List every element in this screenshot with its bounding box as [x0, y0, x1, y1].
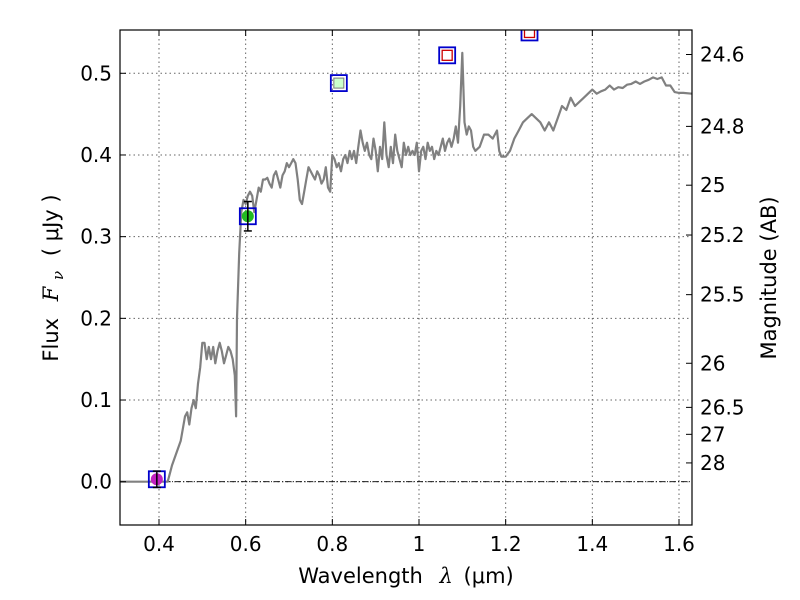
- magnitude-tick-label: 24.8: [700, 114, 745, 138]
- x-tick-label: 0.4: [143, 532, 175, 556]
- y-ticks: 0.0 0.1 0.2 0.3 0.4 0.5: [80, 61, 126, 494]
- magnitude-tick-label: 26.5: [700, 395, 745, 419]
- magnitude-tick-label: 25.5: [700, 283, 745, 307]
- magnitude-tick-label: 26: [700, 351, 725, 375]
- band-box: [520, 30, 539, 42]
- x-tick-label: 0.6: [230, 532, 262, 556]
- y-tick-label: 0.5: [80, 61, 112, 85]
- y-axis-label-subscript: ν: [49, 271, 67, 280]
- model-flux-square: [441, 49, 453, 61]
- x-tick-label: 1: [413, 532, 426, 556]
- spectrum-line: [120, 51, 692, 483]
- band-box: [438, 46, 457, 65]
- observed-point: [147, 470, 166, 489]
- magnitude-tick-label: 25: [700, 173, 725, 197]
- y-tick-label: 0.4: [80, 143, 112, 167]
- model-band-point: [520, 30, 539, 42]
- y-axis-label-text: Flux: [39, 318, 63, 362]
- y-tick-label: 0.2: [80, 306, 112, 330]
- x-tick-label: 1.6: [663, 532, 695, 556]
- magnitude-tick-label: 28: [700, 451, 725, 475]
- magnitude-tick-label: 25.2: [700, 223, 745, 247]
- observed-point: [238, 200, 257, 232]
- magnitude-ticks: 24.6 24.8 25 25.2 25.5 26 26.5 27 28: [686, 43, 745, 475]
- magnitude-tick-label: 27: [700, 422, 725, 446]
- x-axis-label-symbol: λ: [439, 564, 453, 588]
- plot-frame: [119, 29, 693, 526]
- x-axis-label: Wavelength λ (μm): [298, 564, 513, 588]
- grid: [120, 30, 692, 525]
- photometry-layer: [147, 30, 539, 489]
- model-band-point: [329, 74, 348, 92]
- y2-axis-label: Magnitude (AB): [757, 196, 781, 359]
- series-layer: [120, 51, 692, 483]
- y-tick-label: 0.0: [80, 470, 112, 494]
- model-flux-square: [333, 77, 345, 89]
- x-axis-label-units: (μm): [464, 564, 514, 588]
- model-flux-square: [523, 30, 536, 39]
- y-axis-label: Flux F ν ( μJy ): [39, 194, 68, 361]
- x-axis-label-text: Wavelength: [298, 564, 423, 588]
- y-tick-label: 0.3: [80, 225, 112, 249]
- y-axis-label-symbol: F: [39, 285, 63, 302]
- y-tick-label: 0.1: [80, 388, 112, 412]
- y-axis-label-units: ( μJy ): [39, 194, 63, 256]
- magnitude-tick-label: 24.6: [700, 43, 745, 67]
- x-tick-label: 1.4: [576, 532, 608, 556]
- x-ticks: 0.4 0.6 0.8 1 1.2 1.4 1.6: [143, 30, 695, 556]
- x-tick-label: 1.2: [490, 532, 522, 556]
- model-band-point: [438, 46, 457, 65]
- x-tick-label: 0.8: [316, 532, 348, 556]
- band-box: [329, 74, 348, 92]
